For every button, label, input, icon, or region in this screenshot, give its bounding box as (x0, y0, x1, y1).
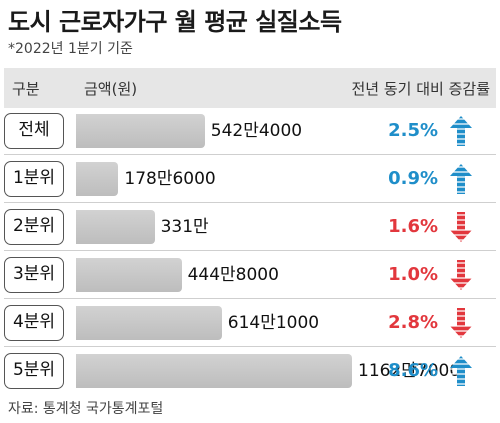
change-label: 1.6% (388, 216, 438, 237)
source-note: 자료: 통계청 국가통계포털 (8, 401, 164, 417)
arrow-down-icon (448, 212, 474, 242)
value-label: 444만8000 (187, 265, 279, 285)
change-label: 0.9% (388, 168, 438, 189)
value-label: 614만1000 (227, 313, 320, 333)
category-label: 전체 (4, 113, 64, 149)
chart-title: 도시 근로자가구 월 평균 실질소득 (8, 8, 342, 36)
value-label: 178만6000 (124, 169, 216, 189)
bar (76, 258, 182, 292)
change-label: 8.6% (388, 360, 438, 381)
header-category: 구분 (12, 80, 40, 98)
table-header: 구분 금액(원) 전년 동기 대비 증감률 (4, 68, 496, 108)
value-label: 542만4000 (210, 121, 303, 141)
row-divider (4, 346, 496, 347)
bar (76, 114, 205, 148)
arrow-up-icon (448, 164, 474, 194)
change-label: 2.8% (388, 312, 438, 333)
category-label: 4분위 (4, 305, 64, 341)
row-divider (4, 202, 496, 203)
arrow-up-icon (448, 356, 474, 386)
arrow-down-icon (448, 260, 474, 290)
header-change: 전년 동기 대비 증감률 (351, 80, 490, 98)
category-label: 2분위 (4, 209, 64, 245)
bar (76, 306, 222, 340)
category-label: 5분위 (4, 353, 64, 389)
chart-subtitle: *2022년 1분기 기준 (8, 41, 133, 57)
value-label: 331만 (160, 217, 209, 237)
change-label: 1.0% (388, 264, 438, 285)
category-label: 1분위 (4, 161, 64, 197)
header-amount: 금액(원) (84, 80, 138, 98)
value-label: 1162만7000 (358, 361, 461, 381)
arrow-up-icon (448, 116, 474, 146)
bar (76, 354, 352, 388)
row-divider (4, 154, 496, 155)
row-divider (4, 298, 496, 299)
bar (76, 162, 119, 196)
change-label: 2.5% (388, 120, 438, 141)
row-divider (4, 250, 496, 251)
bar (76, 210, 155, 244)
category-label: 3분위 (4, 257, 64, 293)
arrow-down-icon (448, 308, 474, 338)
